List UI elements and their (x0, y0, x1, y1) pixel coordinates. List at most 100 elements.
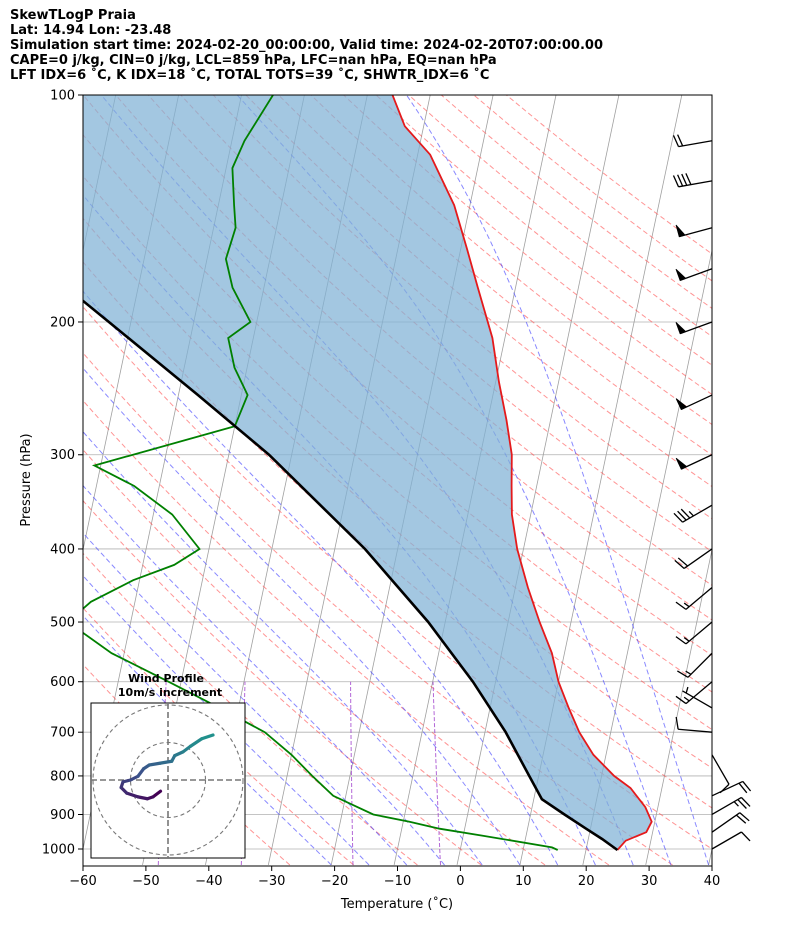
dry-adiabat-line (83, 449, 546, 866)
chart-title: SkewTLogP Praia (10, 8, 136, 23)
x-tick-label: 10 (515, 874, 532, 889)
moist-adiabat-line (83, 367, 521, 866)
hodograph-segment (147, 761, 163, 767)
barb-pennant (675, 457, 688, 470)
hodograph-segment (125, 791, 140, 799)
wind-barb (711, 780, 752, 797)
wind-barb (682, 686, 713, 709)
barb-full-flag (737, 799, 747, 809)
barb-pennant (675, 322, 687, 335)
wind-barb (675, 224, 713, 238)
cin-area-fill (83, 95, 652, 850)
chart-header: SkewTLogP Praia Lat: 14.94 Lon: -23.48 S… (10, 8, 780, 83)
x-tick-label: −40 (195, 874, 222, 889)
location-line: Lat: 14.94 Lon: -23.48 (10, 23, 172, 38)
wind-barb (672, 173, 713, 188)
barb-full-flag (677, 670, 689, 678)
barb-staff (711, 796, 742, 816)
y-tick-label: 500 (50, 616, 75, 631)
barb-staff (711, 780, 744, 797)
barb-staff (685, 621, 713, 645)
mixing-ratio-line (432, 681, 441, 866)
wind-barb (675, 321, 713, 335)
isotherm-line (582, 248, 712, 866)
stability-line: CAPE=0 j/kg, CIN=0 j/kg, LCL=859 hPa, LF… (10, 53, 497, 68)
wind-barb (675, 454, 713, 470)
inset-title: Wind Profile (128, 672, 204, 685)
moist-adiabat-line (406, 95, 710, 866)
hodograph-segment (158, 759, 174, 765)
x-tick-label: −60 (69, 874, 96, 889)
barb-staff (685, 587, 713, 610)
barb-half-flag (685, 686, 689, 694)
y-tick-label: 300 (50, 448, 75, 463)
barb-full-flag (677, 510, 687, 521)
wind-barb (673, 504, 713, 523)
temperature-line (391, 95, 653, 851)
wind-barb (675, 587, 713, 610)
index-line: LFT IDX=6 ˚C, K IDX=18 ˚C, TOTAL TOTS=39… (10, 68, 490, 83)
barb-staff (682, 504, 713, 523)
axis-ticks: −60 −50 −40 −30 −20 −10 0 10 20 30 40 1000 900 800 700… (42, 89, 720, 890)
time-line: Simulation start time: 2024-02-20_00:00:… (10, 38, 603, 53)
barb-full-flag (719, 783, 730, 794)
barb-half-flag (683, 696, 690, 702)
x-tick-label: −50 (132, 874, 159, 889)
dry-adiabat-line (212, 95, 712, 520)
x-axis-label: Temperature (˚C) (340, 896, 453, 912)
moist-adiabat-line (83, 290, 559, 866)
inset-subtitle: 10m/s increment (118, 686, 222, 699)
y-tick-label: 800 (50, 769, 75, 784)
barb-staff (678, 140, 713, 148)
barb-staff (685, 681, 713, 705)
moist-adiabat-line (83, 614, 332, 866)
y-tick-label: 100 (50, 89, 75, 104)
barb-full-flag (675, 636, 687, 645)
wind-barb (711, 754, 730, 794)
barb-staff (678, 728, 713, 733)
dewpoint-line (83, 95, 559, 851)
wind-barb (711, 831, 751, 850)
moist-adiabat-line (83, 532, 408, 866)
wind-barb (674, 548, 713, 569)
wind-barb (672, 134, 713, 148)
wind-barb (677, 652, 713, 678)
isotherm-line (456, 95, 620, 866)
moist-adiabat-line (83, 574, 370, 866)
hodograph-segment (200, 733, 215, 741)
parcel-line (83, 299, 619, 852)
dry-adiabat-line (180, 95, 712, 553)
barb-full-flag (740, 797, 751, 807)
mixing-ratio-line (350, 681, 354, 866)
x-tick-label: 30 (641, 874, 658, 889)
barb-full-flag (738, 782, 748, 794)
wind-barbs (672, 134, 752, 850)
barb-full-flag (673, 512, 684, 523)
wind-barb (675, 681, 713, 705)
barb-full-flag (672, 175, 680, 188)
barb-full-flag (675, 601, 687, 610)
barb-half-flag (683, 602, 690, 608)
wind-barb (675, 394, 713, 411)
barb-half-flag (688, 511, 694, 517)
x-tick-label: 20 (578, 874, 595, 889)
barb-half-flag (683, 637, 690, 642)
isotherm-line (708, 847, 712, 866)
wind-barb (711, 812, 750, 833)
barb-full-flag (680, 508, 691, 519)
barb-half-flag (733, 801, 739, 807)
barb-pennant (675, 398, 688, 410)
barb-full-flag (672, 135, 680, 147)
barb-full-flag (677, 174, 684, 187)
wind-barb (675, 268, 713, 281)
y-tick-label: 700 (50, 726, 75, 741)
wind-barb (675, 716, 713, 733)
y-tick-label: 200 (50, 315, 75, 330)
dry-adiabat-line (83, 352, 673, 866)
hodograph-inset: Wind Profile 10m/s increment (90, 672, 246, 859)
barb-full-flag (735, 814, 747, 824)
x-tick-label: −30 (258, 874, 285, 889)
barb-full-flag (674, 559, 685, 569)
barb-full-flag (675, 716, 679, 730)
barb-full-flag (742, 781, 752, 792)
